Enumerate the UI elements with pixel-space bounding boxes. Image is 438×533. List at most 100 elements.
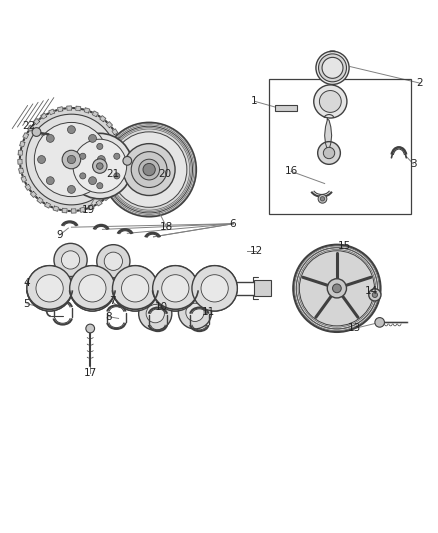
Polygon shape [169, 283, 201, 318]
Circle shape [299, 251, 374, 326]
Circle shape [192, 265, 237, 311]
Circle shape [88, 177, 96, 184]
Circle shape [369, 289, 381, 301]
Polygon shape [107, 256, 141, 294]
Polygon shape [71, 209, 76, 213]
Polygon shape [112, 129, 118, 135]
Polygon shape [43, 255, 77, 293]
Circle shape [296, 248, 378, 329]
Circle shape [323, 147, 335, 159]
Text: 8: 8 [106, 312, 112, 322]
Circle shape [67, 133, 133, 199]
Circle shape [139, 297, 172, 330]
Text: 14: 14 [364, 286, 378, 295]
Polygon shape [96, 200, 102, 206]
Circle shape [80, 153, 86, 159]
Circle shape [79, 274, 106, 302]
Polygon shape [25, 184, 31, 190]
Circle shape [293, 245, 381, 332]
Circle shape [67, 156, 75, 164]
Circle shape [114, 173, 120, 179]
Polygon shape [21, 176, 27, 182]
Polygon shape [121, 155, 125, 159]
Text: 18: 18 [160, 222, 173, 232]
Polygon shape [49, 109, 54, 115]
Text: 10: 10 [155, 302, 168, 312]
Circle shape [46, 177, 54, 184]
Circle shape [162, 274, 189, 302]
Polygon shape [189, 283, 221, 318]
Circle shape [97, 156, 105, 164]
Text: 4: 4 [24, 278, 30, 288]
Circle shape [322, 58, 343, 78]
Circle shape [327, 279, 346, 298]
Bar [269, 79, 411, 214]
Polygon shape [119, 146, 124, 151]
Circle shape [97, 245, 130, 278]
Text: 19: 19 [81, 205, 95, 215]
Circle shape [375, 318, 385, 327]
Polygon shape [100, 116, 106, 122]
Circle shape [70, 265, 115, 311]
Polygon shape [110, 188, 115, 194]
Circle shape [192, 265, 237, 311]
Circle shape [114, 153, 120, 159]
Polygon shape [53, 206, 59, 211]
Circle shape [34, 123, 109, 197]
Polygon shape [92, 111, 98, 117]
Circle shape [67, 185, 75, 193]
Circle shape [318, 54, 346, 82]
Text: 12: 12 [250, 246, 263, 256]
Polygon shape [57, 107, 63, 112]
Polygon shape [120, 164, 125, 169]
Circle shape [178, 296, 212, 329]
Text: 9: 9 [57, 230, 63, 240]
Circle shape [106, 126, 193, 213]
Circle shape [162, 274, 189, 302]
Polygon shape [18, 159, 22, 164]
Polygon shape [45, 203, 50, 208]
Circle shape [36, 274, 63, 302]
Polygon shape [76, 106, 81, 111]
Text: 11: 11 [201, 308, 215, 317]
Circle shape [113, 265, 158, 311]
Circle shape [27, 265, 72, 311]
Circle shape [79, 274, 106, 302]
Circle shape [97, 143, 103, 149]
Circle shape [36, 274, 63, 302]
Circle shape [92, 159, 107, 173]
Circle shape [201, 274, 228, 302]
Circle shape [143, 164, 155, 176]
Circle shape [318, 142, 340, 164]
Text: 16: 16 [284, 166, 298, 176]
Polygon shape [19, 168, 24, 173]
Circle shape [70, 265, 115, 311]
Circle shape [32, 128, 41, 136]
Text: 5: 5 [24, 298, 30, 309]
Text: 6: 6 [229, 219, 235, 229]
Circle shape [186, 303, 204, 321]
Polygon shape [64, 255, 99, 293]
Polygon shape [84, 108, 90, 113]
Text: 3: 3 [410, 159, 417, 169]
Circle shape [113, 265, 158, 311]
Text: 2: 2 [417, 78, 423, 88]
Circle shape [111, 132, 187, 207]
Polygon shape [23, 133, 28, 139]
Circle shape [20, 108, 123, 211]
Polygon shape [37, 197, 43, 204]
Circle shape [88, 134, 96, 142]
Circle shape [332, 284, 341, 293]
Circle shape [320, 197, 325, 201]
Text: 17: 17 [84, 368, 97, 378]
Circle shape [146, 304, 164, 323]
Circle shape [139, 159, 159, 180]
Polygon shape [118, 172, 123, 178]
Circle shape [319, 91, 341, 112]
Circle shape [67, 126, 75, 134]
Polygon shape [30, 191, 36, 197]
Polygon shape [106, 122, 113, 128]
Circle shape [26, 114, 117, 205]
Circle shape [123, 157, 132, 165]
Polygon shape [28, 125, 34, 131]
